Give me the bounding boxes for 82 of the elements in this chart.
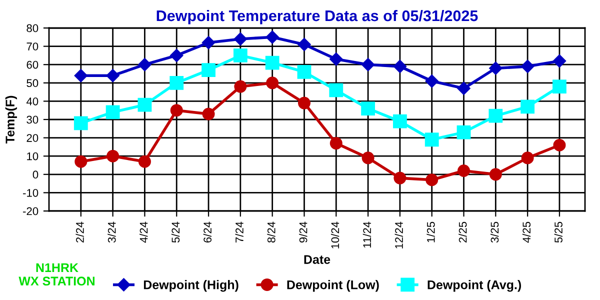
x-tick-label: 8/24 — [267, 222, 276, 243]
x-tick-label: 9/24 — [299, 222, 308, 243]
point — [489, 62, 502, 75]
point — [458, 164, 470, 177]
point — [394, 172, 406, 184]
point — [234, 80, 247, 93]
point — [457, 82, 470, 95]
y-axis-title: Temp(F) — [5, 96, 17, 144]
point — [520, 60, 534, 74]
point — [106, 105, 120, 120]
x-tick-label: 5/24 — [171, 222, 180, 243]
x-tick-label: 3/25 — [490, 222, 499, 243]
x-tick-label: 3/24 — [108, 222, 116, 243]
point — [234, 32, 248, 46]
y-tick-label: -20 — [23, 207, 38, 216]
point — [170, 104, 183, 117]
point — [138, 155, 151, 168]
point — [393, 114, 407, 128]
point — [330, 52, 343, 66]
x-tick-label: 12/24 — [394, 222, 403, 248]
x-tick-label: 4/24 — [140, 222, 148, 243]
x-tick-label: 11/24 — [362, 222, 372, 248]
y-tick-label: 50 — [26, 79, 38, 88]
y-tick-label: 30 — [26, 116, 38, 124]
point — [553, 138, 566, 152]
point — [138, 58, 152, 72]
point — [202, 36, 216, 50]
point — [233, 48, 248, 62]
legend-label: Dewpoint (Low) — [287, 280, 379, 292]
point — [489, 168, 502, 181]
point — [74, 116, 88, 130]
y-tick-label: 70 — [26, 42, 38, 50]
point — [266, 30, 279, 44]
point — [393, 60, 407, 74]
point — [106, 150, 120, 162]
x-tick-label: 2/25 — [458, 222, 467, 242]
point — [265, 56, 280, 70]
point — [424, 132, 439, 147]
point — [74, 68, 88, 82]
point — [138, 98, 152, 112]
point — [297, 64, 312, 79]
point — [521, 152, 534, 164]
point — [425, 74, 438, 88]
y-tick-label: 10 — [27, 152, 38, 160]
point — [170, 48, 184, 62]
x-tick-label: 10/24 — [330, 222, 340, 248]
y-tick-label: 60 — [26, 60, 38, 69]
chart-title: Dewpoint Temperature Data as of 05/31/2025 — [156, 10, 478, 24]
point — [330, 137, 342, 150]
point — [74, 155, 88, 168]
legend-label: Dewpoint (Avg.) — [428, 280, 522, 292]
y-tick-label: 20 — [26, 134, 38, 142]
point — [170, 76, 184, 90]
point — [552, 54, 566, 68]
x-tick-label: 7/24 — [235, 222, 244, 242]
point — [520, 100, 535, 114]
point — [361, 102, 375, 116]
point — [202, 108, 215, 120]
y-tick-label: 0 — [32, 170, 38, 179]
point — [106, 68, 120, 82]
x-tick-label: 5/25 — [554, 222, 562, 243]
legend-label: Dewpoint (High) — [144, 280, 238, 292]
point — [298, 38, 311, 52]
point — [456, 125, 471, 140]
point — [362, 152, 374, 164]
x-tick-label: 6/24 — [203, 222, 212, 242]
y-tick-label: -10 — [23, 188, 38, 197]
x-tick-label: 4/25 — [522, 222, 531, 243]
point — [266, 76, 279, 90]
x-tick-label: 1/25 — [426, 222, 435, 242]
x-tick-label: 2/24 — [76, 222, 84, 242]
point — [552, 80, 566, 94]
point — [361, 58, 375, 72]
point — [488, 108, 503, 123]
y-tick-label: 40 — [26, 97, 38, 106]
point — [329, 83, 344, 98]
point — [202, 63, 216, 78]
point — [426, 174, 438, 186]
point — [298, 96, 310, 110]
text: N1HRK WX STATION — [18, 263, 94, 286]
x-axis-title: Date — [304, 255, 330, 264]
y-tick-label: 80 — [26, 24, 38, 32]
